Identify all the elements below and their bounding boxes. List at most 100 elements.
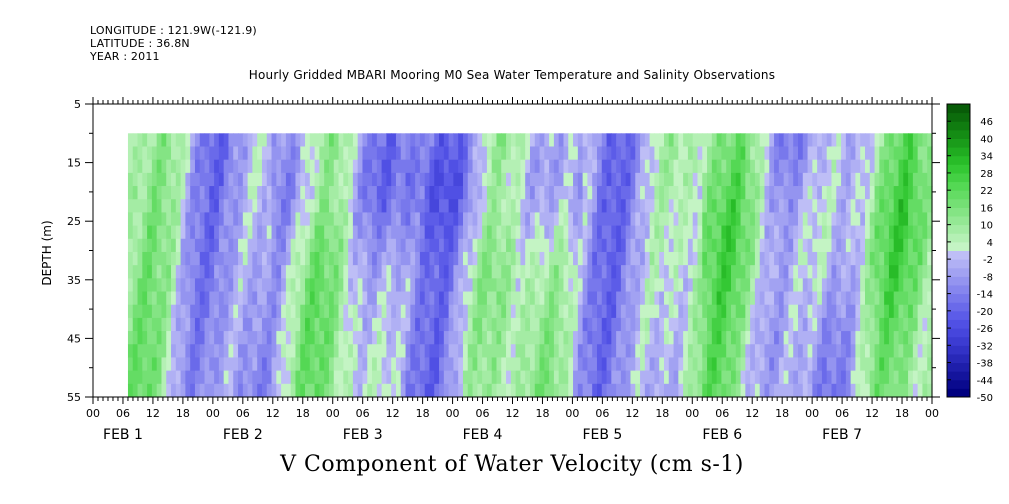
heat-cell [257, 383, 263, 398]
heat-cell [711, 251, 718, 266]
heat-cell [831, 317, 837, 332]
heat-cell [151, 344, 158, 359]
heat-cell [884, 199, 890, 214]
heat-cell [161, 317, 167, 332]
heat-cell [434, 370, 440, 385]
heat-cell [410, 291, 416, 306]
heat-cell [568, 146, 574, 161]
heat-cell [405, 357, 411, 372]
heat-cell [687, 278, 694, 293]
heat-cell [309, 238, 316, 253]
heat-cell [319, 357, 325, 372]
heat-cell [558, 146, 565, 161]
heat-cell [276, 265, 282, 279]
heat-cell [372, 304, 378, 319]
heat-cell [319, 278, 325, 293]
heat-cell [927, 186, 933, 200]
heat-cell [606, 251, 612, 266]
heat-cell [807, 265, 813, 279]
heat-cell [290, 317, 297, 332]
heat-cell [132, 383, 139, 398]
heat-cell [252, 370, 258, 385]
heat-cell [491, 146, 498, 161]
heat-cell [386, 344, 392, 359]
heat-cell [199, 291, 206, 306]
heat-cell [611, 225, 617, 240]
heat-cell [147, 146, 153, 161]
heat-cell [534, 133, 541, 148]
heat-cell [175, 199, 182, 214]
heat-cell [266, 370, 273, 385]
heat-cell [888, 172, 895, 187]
heat-cell [649, 133, 656, 148]
heat-cell [491, 370, 498, 385]
heat-cell [381, 146, 387, 161]
heat-cell [668, 199, 675, 214]
heat-cell [793, 212, 799, 227]
heat-cell [616, 199, 622, 214]
heat-cell [908, 344, 914, 359]
heat-cell [266, 212, 273, 227]
heat-cell [132, 331, 139, 345]
heat-cell [419, 344, 426, 359]
heat-cell [467, 186, 474, 200]
heat-cell [654, 133, 660, 148]
y-tick-label: 15 [67, 157, 81, 170]
heat-cell [912, 251, 919, 266]
heat-cell [841, 357, 847, 372]
heat-cell [769, 317, 775, 332]
heat-cell [922, 238, 928, 253]
heat-cell [209, 146, 215, 161]
heat-cell [238, 317, 244, 332]
heat-cell [132, 133, 139, 148]
heat-cell [281, 278, 287, 293]
heat-cell [506, 304, 512, 319]
heat-cell [596, 238, 603, 253]
heat-cell [750, 199, 756, 214]
heat-cell [640, 278, 646, 293]
heat-cell [362, 383, 368, 398]
heat-cell [783, 357, 790, 372]
heat-cell [783, 186, 790, 200]
longitude-label: LONGITUDE : 121.9W(-121.9) [90, 24, 257, 37]
heat-cell [582, 186, 589, 200]
heat-cell [214, 212, 220, 227]
heat-cell [774, 357, 780, 372]
heat-cell [477, 291, 483, 306]
heat-cell [400, 344, 407, 359]
heat-cell [132, 212, 139, 227]
heat-cell [238, 172, 244, 187]
heat-cell [496, 186, 502, 200]
heat-cell [419, 357, 426, 372]
heat-cell [343, 212, 349, 227]
heat-cell [352, 317, 359, 332]
heat-cell [462, 304, 469, 319]
heat-cell [692, 383, 699, 398]
heat-cell [692, 225, 699, 240]
heat-cell [917, 304, 924, 319]
heat-cell [654, 212, 660, 227]
heat-cell [395, 357, 402, 372]
heat-cell [309, 317, 316, 332]
heat-cell [127, 304, 134, 319]
heat-cell [386, 304, 392, 319]
heat-cell [893, 238, 900, 253]
heat-cell [573, 133, 579, 148]
heat-cell [563, 159, 569, 174]
heat-cell [333, 172, 340, 187]
heat-cell [132, 291, 139, 306]
heat-cell [204, 212, 210, 227]
heat-cell [501, 159, 507, 174]
heat-cell [496, 199, 502, 214]
heat-cell [137, 238, 143, 253]
heat-cell [247, 186, 253, 200]
heat-cell [692, 146, 699, 161]
heat-cell [395, 291, 402, 306]
heat-cell [391, 265, 397, 279]
heat-cell [735, 133, 742, 148]
heat-cell [357, 238, 364, 253]
heat-cell [285, 199, 292, 214]
heat-cell [281, 251, 287, 266]
heat-cell [467, 133, 474, 148]
heat-cell [142, 159, 148, 174]
